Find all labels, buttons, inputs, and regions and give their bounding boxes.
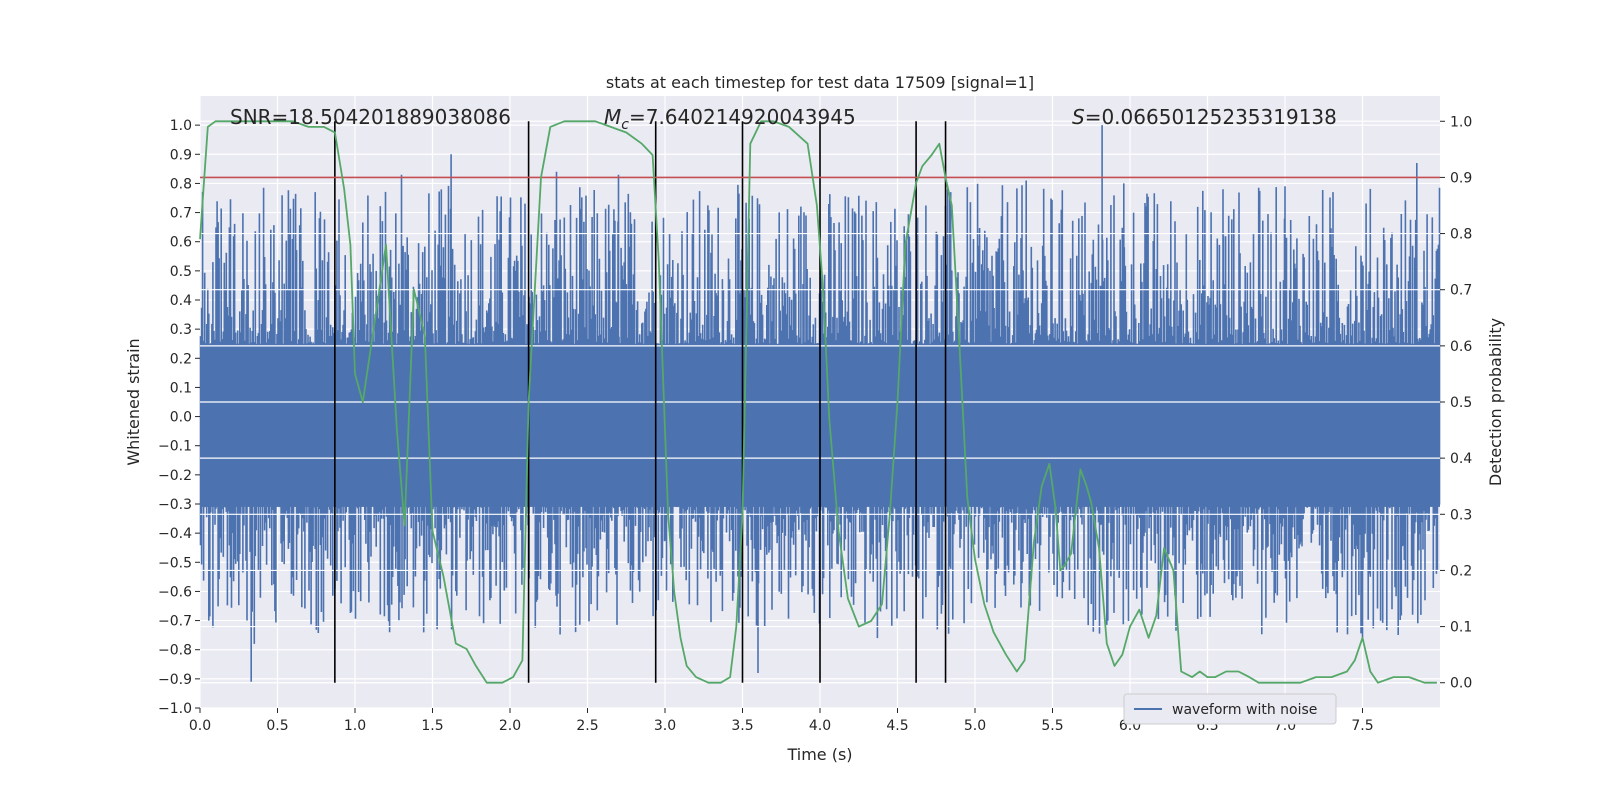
y-left-tick-label: 0.3 [170, 322, 192, 338]
x-tick-label: 0.5 [266, 718, 288, 734]
y-left-tick-label: 0.6 [170, 235, 192, 251]
detection-probability-line [199, 120, 1437, 684]
x-tick-label: 2.5 [576, 718, 598, 734]
x-tick-label: 3.5 [731, 718, 753, 734]
y-left-tick-label: −0.4 [158, 526, 192, 542]
y-left-tick-label: 0.8 [170, 176, 192, 192]
chirp-mass-symbol: M [604, 105, 621, 129]
y-right-tick-label: 0.5 [1450, 395, 1472, 411]
y-left-tick-label: −0.6 [158, 584, 192, 600]
y-right-tick-label: 0.1 [1450, 620, 1472, 636]
y-left-tick-label: 0.0 [170, 410, 192, 426]
y-left-tick-label: −0.9 [158, 672, 192, 688]
y-left-tick-label: −0.3 [158, 497, 192, 513]
y-right-tick-label: 0.8 [1450, 227, 1472, 243]
y-axis-right-label: Detection probability [1486, 318, 1505, 486]
x-axis-ticks: 0.0 0.5 1.0 1.5 2.0 2.5 3.0 3.5 4.0 4.5 5.0 5.5 6.0 6… [189, 708, 1374, 734]
s-value: =0.06650125235319138 [1085, 105, 1337, 129]
x-tick-label: 5.0 [964, 718, 986, 734]
y-left-tick-label: 0.1 [170, 380, 192, 396]
y-left-tick-label: −0.8 [158, 643, 192, 659]
x-axis-label: Time (s) [786, 745, 852, 764]
y-left-tick-label: −0.7 [158, 614, 192, 630]
y-right-tick-label: 0.3 [1450, 507, 1472, 523]
x-tick-label: 1.0 [344, 718, 366, 734]
y-right-tick-label: 0.4 [1450, 451, 1472, 467]
s-symbol: S [1072, 105, 1085, 129]
y-right-tick-label: 0.7 [1450, 283, 1472, 299]
y-right-tick-label: 0.9 [1450, 170, 1472, 186]
x-tick-label: 3.0 [654, 718, 676, 734]
x-tick-label: 0.0 [189, 718, 211, 734]
y-left-tick-label: 0.2 [170, 351, 192, 367]
y-left-tick-label: −0.1 [158, 439, 192, 455]
y-left-tick-label: −0.2 [158, 468, 192, 484]
y-left-tick-label: 0.9 [170, 147, 192, 163]
x-tick-label: 7.5 [1351, 718, 1373, 734]
chirp-mass-value: =7.640214920043945 [629, 105, 856, 129]
y-right-tick-label: 0.0 [1450, 676, 1472, 692]
legend-box [1123, 693, 1337, 725]
s-annotation: S=0.06650125235319138 [1072, 105, 1337, 129]
x-tick-label: 2.0 [499, 718, 521, 734]
detection-probability-series [199, 120, 1437, 684]
y-right-tick-label: 0.2 [1450, 563, 1472, 579]
y-left-tick-label: 0.5 [170, 264, 192, 280]
chart-title: stats at each timestep for test data 175… [606, 73, 1034, 92]
y-axis-right-ticks: 1.0 0.9 0.8 0.7 0.6 0.5 0.4 0.3 0.2 0.1 0.0 [1440, 114, 1472, 692]
chirp-mass-subscript: c [621, 117, 629, 133]
x-tick-label: 4.0 [809, 718, 831, 734]
y-axis-left-label: Whitened strain [124, 338, 143, 465]
legend-label-waveform: waveform with noise [1172, 702, 1317, 718]
y-left-tick-label: 0.7 [170, 206, 192, 222]
chirp-mass-annotation: Mc=7.640214920043945 [604, 105, 856, 133]
y-left-tick-label: 1.0 [170, 118, 192, 134]
y-axis-left-ticks: 1.0 0.9 0.8 0.7 0.6 0.5 0.4 0.3 0.2 0.1 0.0 −0.1 −0.… [158, 118, 200, 717]
snr-annotation: SNR=18.504201889038086 [230, 105, 511, 129]
y-left-tick-label: −1.0 [158, 701, 192, 717]
y-left-tick-label: 0.4 [170, 293, 192, 309]
legend: waveform with noise [1123, 693, 1337, 725]
x-tick-label: 5.5 [1041, 718, 1063, 734]
y-left-tick-label: −0.5 [158, 555, 192, 571]
vertical-markers [334, 121, 947, 683]
y-right-tick-label: 1.0 [1450, 114, 1472, 130]
y-right-tick-label: 0.6 [1450, 339, 1472, 355]
x-tick-label: 4.5 [886, 718, 908, 734]
x-tick-label: 1.5 [421, 718, 443, 734]
